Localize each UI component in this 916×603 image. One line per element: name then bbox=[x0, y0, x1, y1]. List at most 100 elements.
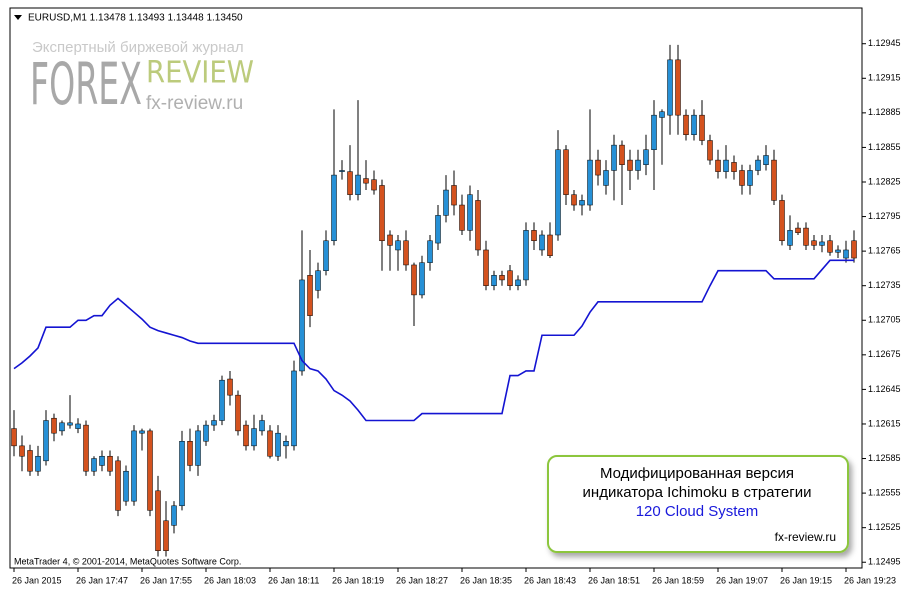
candle-body bbox=[275, 432, 281, 457]
candle-body bbox=[467, 194, 473, 231]
candle-body bbox=[523, 230, 529, 281]
annotation: Модифицированная версия индикатора Ichim… bbox=[547, 455, 849, 553]
candle-body bbox=[771, 159, 777, 201]
y-tick-label: 1.12915 bbox=[868, 73, 901, 83]
y-tick-label: 1.12555 bbox=[868, 487, 901, 497]
candle-body bbox=[427, 240, 433, 263]
x-tick-label: 26 Jan 18:51 bbox=[588, 575, 640, 585]
candle-body bbox=[779, 200, 785, 242]
candle-body bbox=[843, 249, 849, 259]
candle-body bbox=[11, 428, 17, 447]
annotation-text: Модифицированная версия bbox=[600, 465, 794, 482]
candle-body bbox=[219, 379, 225, 421]
y-tick-label: 1.12645 bbox=[868, 384, 901, 394]
watermark-forex: FOREX bbox=[30, 50, 142, 118]
candle-body bbox=[67, 422, 73, 426]
candle-body bbox=[659, 111, 665, 118]
candle-body bbox=[643, 149, 649, 165]
x-tick-label: 26 Jan 19:23 bbox=[844, 575, 896, 585]
candle-body bbox=[211, 420, 217, 426]
candle-body bbox=[499, 275, 505, 281]
candle-body bbox=[203, 424, 209, 442]
candle-body bbox=[715, 159, 721, 172]
candle-body bbox=[851, 240, 857, 259]
candle-body bbox=[563, 149, 569, 195]
symbol-info: EURUSD,M1 1.13478 1.13493 1.13448 1.1345… bbox=[28, 13, 243, 24]
watermark-subtitle: Экспертный биржевой журнал bbox=[32, 39, 244, 56]
candle-body bbox=[27, 450, 33, 472]
candle-body bbox=[491, 275, 497, 286]
x-tick-label: 26 Jan 19:07 bbox=[716, 575, 768, 585]
candle-body bbox=[339, 170, 345, 172]
candle-body bbox=[635, 159, 641, 171]
candle-body bbox=[595, 159, 601, 176]
candle-body bbox=[683, 114, 689, 135]
marks bbox=[11, 44, 857, 557]
candle-body bbox=[107, 455, 113, 472]
candle-body bbox=[539, 234, 545, 251]
candle-body bbox=[259, 420, 265, 432]
candle-body bbox=[131, 430, 137, 502]
candle-body bbox=[123, 470, 129, 502]
candle-body bbox=[187, 441, 193, 466]
candle-body bbox=[163, 520, 169, 551]
y-tick-label: 1.12795 bbox=[868, 211, 901, 221]
y-tick-label: 1.12735 bbox=[868, 280, 901, 290]
candle-body bbox=[667, 59, 673, 116]
candle-body bbox=[315, 270, 321, 291]
x-tick-label: 26 Jan 2015 bbox=[12, 575, 62, 585]
candle-body bbox=[171, 505, 177, 526]
candle-body bbox=[115, 460, 121, 511]
candle-body bbox=[787, 230, 793, 246]
candle-body bbox=[307, 275, 313, 316]
candle-body bbox=[795, 227, 801, 233]
candle-body bbox=[403, 240, 409, 266]
x-tick-label: 26 Jan 18:35 bbox=[460, 575, 512, 585]
candle-body bbox=[347, 171, 353, 195]
candle-body bbox=[387, 234, 393, 246]
candle-body bbox=[371, 179, 377, 191]
candle-body bbox=[547, 234, 553, 256]
candle-body bbox=[83, 424, 89, 472]
candle-body bbox=[451, 185, 457, 206]
candle-body bbox=[91, 458, 97, 472]
y-tick-label: 1.12855 bbox=[868, 142, 901, 152]
annotation-site: fx-review.ru bbox=[775, 530, 836, 544]
candle-body bbox=[323, 240, 329, 271]
annotation-box bbox=[547, 455, 849, 553]
candle-body bbox=[483, 249, 489, 286]
candle-body bbox=[291, 370, 297, 447]
candle-body bbox=[235, 394, 241, 432]
candle-body bbox=[571, 194, 577, 206]
candle-body bbox=[283, 441, 289, 447]
candle-body bbox=[59, 422, 65, 432]
candle-body bbox=[755, 159, 761, 171]
candle-body bbox=[627, 159, 633, 171]
candle-body bbox=[355, 174, 361, 195]
candle-body bbox=[299, 279, 305, 372]
candle-body bbox=[819, 241, 825, 246]
candle-body bbox=[739, 170, 745, 186]
candle-body bbox=[707, 140, 713, 161]
x-tick-label: 26 Jan 18:11 bbox=[268, 575, 319, 585]
candle-body bbox=[603, 170, 609, 186]
y-tick-label: 1.12495 bbox=[868, 557, 901, 567]
candle-body bbox=[227, 378, 233, 396]
candle-body bbox=[331, 174, 337, 242]
candle-body bbox=[723, 159, 729, 172]
candle-body bbox=[51, 417, 57, 434]
watermark-site: fx-review.ru bbox=[146, 93, 243, 114]
candle-body bbox=[507, 270, 513, 286]
candle-body bbox=[747, 170, 753, 186]
y-tick-label: 1.12705 bbox=[868, 315, 901, 325]
candle-body bbox=[555, 149, 561, 236]
candle-body bbox=[379, 185, 385, 242]
candle-body bbox=[435, 215, 441, 244]
candle-body bbox=[811, 240, 817, 246]
x-tick-label: 26 Jan 18:03 bbox=[204, 575, 256, 585]
candle-body bbox=[731, 162, 737, 172]
x-tick-label: 26 Jan 18:19 bbox=[332, 575, 384, 585]
candle-body bbox=[19, 445, 25, 457]
menu-arrow[interactable] bbox=[14, 15, 22, 20]
